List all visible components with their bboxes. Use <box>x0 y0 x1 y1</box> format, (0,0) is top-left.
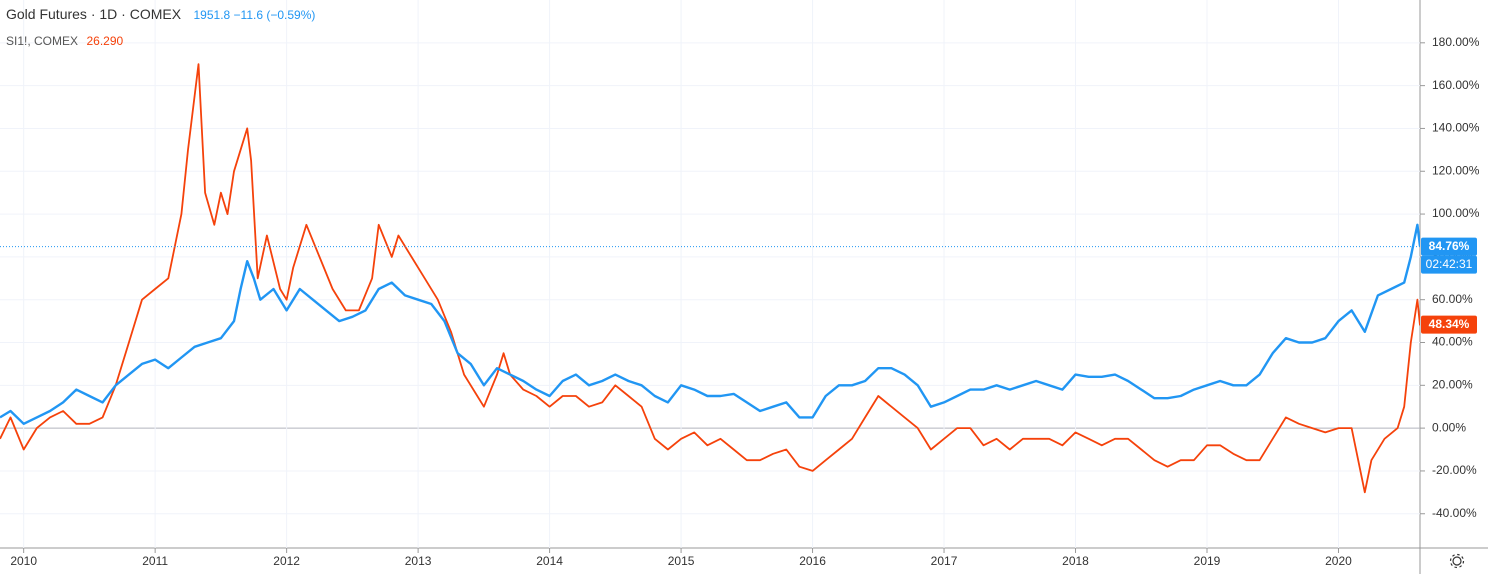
x-tick-label: 2016 <box>799 554 826 568</box>
y-tick-label: 100.00% <box>1432 206 1480 220</box>
y-tick-label: 20.00% <box>1432 377 1473 391</box>
last-value-box <box>1421 315 1477 334</box>
x-tick-label: 2015 <box>668 554 695 568</box>
x-tick-label: 2010 <box>10 554 37 568</box>
countdown-label: 02:42:31 <box>1426 257 1473 271</box>
x-tick-label: 2012 <box>273 554 300 568</box>
x-tick-label: 2011 <box>142 554 168 568</box>
x-tick-label: 2019 <box>1194 554 1221 568</box>
y-tick-label: -40.00% <box>1432 506 1477 520</box>
x-tick-label: 2017 <box>931 554 958 568</box>
y-tick-label: 160.00% <box>1432 78 1480 92</box>
y-tick-label: 40.00% <box>1432 335 1473 349</box>
legend-row: SI1!, COMEX 26.290 <box>6 32 123 50</box>
legend-quote: 1951.8 −11.6 (−0.59%) <box>193 8 316 22</box>
last-value-label: 48.34% <box>1429 317 1470 331</box>
settings-icon[interactable] <box>1449 553 1465 569</box>
y-tick-label: 120.00% <box>1432 163 1480 177</box>
legend-quote: 26.290 <box>86 34 124 48</box>
x-tick-label: 2013 <box>405 554 432 568</box>
legend-name: Gold Futures · 1D · COMEX <box>6 6 182 22</box>
x-tick-label: 2018 <box>1062 554 1089 568</box>
x-tick-label: 2014 <box>536 554 563 568</box>
y-tick-label: 140.00% <box>1432 121 1480 135</box>
last-value-label: 84.76% <box>1429 239 1470 253</box>
legend-row: Gold Futures · 1D · COMEX 1951.8 −11.6 (… <box>6 6 315 24</box>
y-tick-label: 180.00% <box>1432 35 1480 49</box>
last-value-box <box>1421 237 1477 256</box>
y-tick-label: 0.00% <box>1432 420 1466 434</box>
series-line <box>0 63 1420 494</box>
y-tick-label: 60.00% <box>1432 292 1473 306</box>
x-tick-label: 2020 <box>1325 554 1352 568</box>
countdown-box <box>1421 255 1477 274</box>
legend-name: SI1!, COMEX <box>6 34 79 48</box>
series-line <box>0 223 1420 425</box>
y-tick-label: -20.00% <box>1432 463 1477 477</box>
